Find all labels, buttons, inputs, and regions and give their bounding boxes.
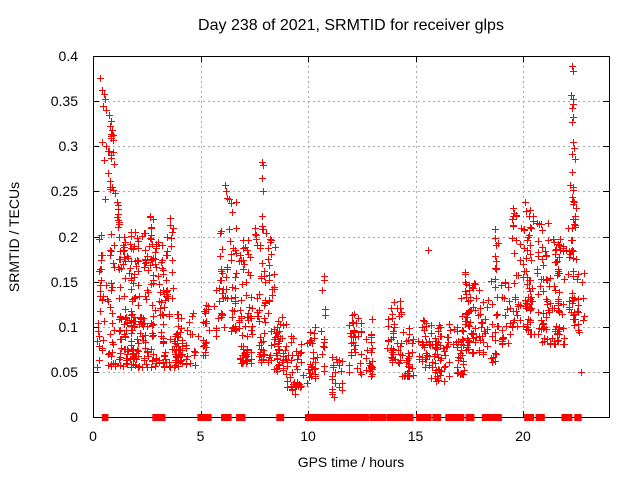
y-tick-label-0.3: 0.3 — [58, 138, 78, 155]
zero-value-run — [276, 414, 285, 421]
zero-value-run — [416, 414, 425, 421]
zero-value-run — [535, 414, 545, 421]
zero-value-run — [481, 414, 493, 421]
zero-value-run — [524, 414, 534, 421]
zero-value-run — [152, 414, 161, 421]
zero-value-run — [318, 414, 327, 421]
y-tick-label-0: 0 — [70, 409, 78, 425]
data-points — [94, 63, 588, 401]
x-tick-label-15: 15 — [407, 428, 424, 444]
zero-value-run — [341, 414, 350, 421]
y-tick-label-0.4: 0.4 — [58, 48, 78, 64]
zero-value-run — [369, 414, 387, 421]
x-tick-label-5: 5 — [196, 428, 205, 444]
y-tick-label-0.25: 0.25 — [50, 183, 78, 200]
zero-value-run — [101, 414, 109, 421]
zero-value-run — [423, 414, 432, 421]
x-tick-label-10: 10 — [300, 428, 316, 444]
zero-value-run — [333, 414, 343, 421]
zero-value-run — [324, 414, 334, 421]
zero-value-run — [157, 414, 166, 421]
zero-value-run — [492, 414, 502, 421]
y-tick-label-0.15: 0.15 — [50, 273, 78, 290]
x-tick-label-0: 0 — [89, 428, 97, 444]
zero-value-run — [304, 414, 320, 421]
y-axis-label: SRMTID / TECUs — [6, 181, 22, 293]
zero-value-run — [352, 414, 363, 421]
zero-value-run — [360, 414, 370, 421]
zero-value-run — [574, 414, 582, 421]
x-tick-label-20: 20 — [515, 428, 531, 444]
chart-title: Day 238 of 2021, SRMTID for receiver glp… — [198, 17, 504, 34]
y-tick-label-0.05: 0.05 — [50, 363, 78, 380]
y-tick-label-0.1: 0.1 — [58, 318, 78, 335]
zero-value-run — [197, 414, 207, 421]
zero-value-run — [406, 414, 414, 421]
zero-value-run — [465, 414, 475, 421]
x-axis-label: GPS time / hours — [297, 454, 405, 470]
zero-value-run — [398, 414, 408, 421]
zero-value-run — [236, 414, 246, 421]
zero-value-run — [561, 414, 573, 421]
y-tick-label-0.35: 0.35 — [50, 93, 78, 110]
zero-value-run — [203, 414, 212, 421]
zero-value-run — [221, 414, 232, 421]
zero-value-run — [445, 414, 465, 421]
y-tick-label-0.2: 0.2 — [58, 228, 78, 245]
zero-value-run — [346, 414, 356, 421]
zero-value-run — [386, 414, 400, 421]
zero-value-run — [432, 414, 442, 421]
